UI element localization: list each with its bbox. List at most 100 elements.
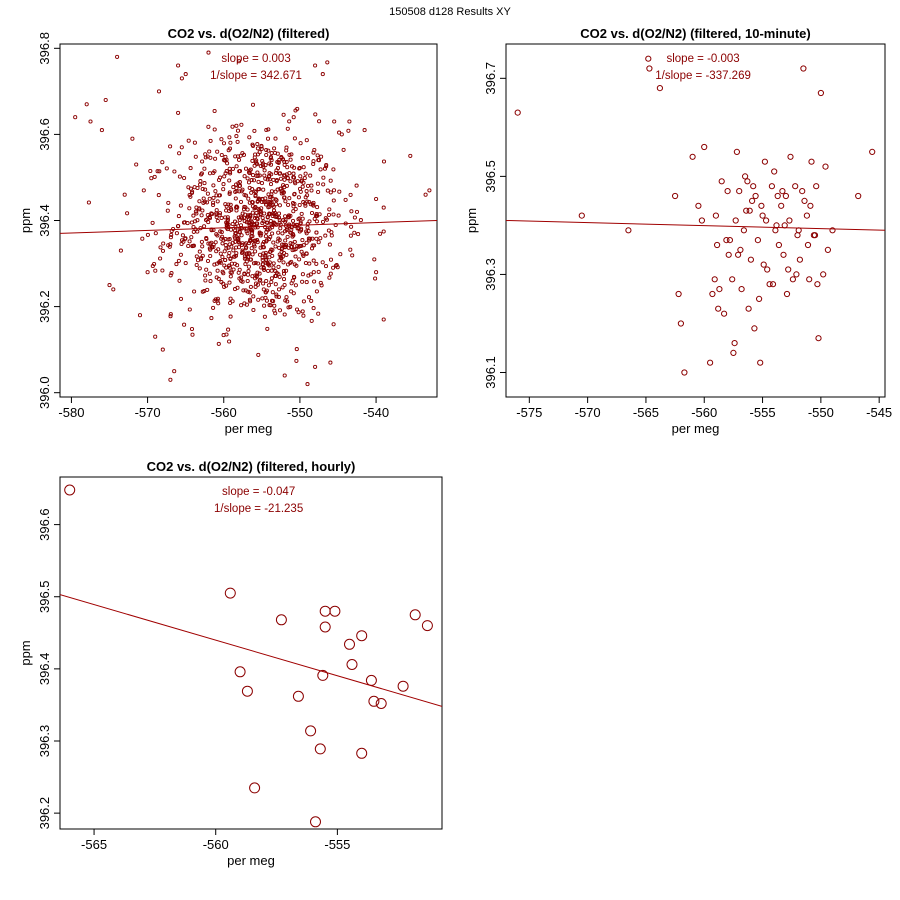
- data-point: [198, 257, 204, 262]
- data-point: [305, 183, 311, 188]
- data-point: [260, 215, 265, 220]
- data-point: [338, 252, 343, 257]
- data-point: [276, 287, 282, 292]
- data-point: [275, 159, 280, 165]
- data-point: [212, 127, 217, 132]
- data-point: [115, 54, 120, 59]
- data-point: [260, 196, 265, 201]
- data-point: [203, 217, 209, 223]
- data-point: [284, 228, 289, 233]
- data-point: [253, 194, 258, 199]
- data-point: [273, 282, 278, 287]
- data-point: [248, 257, 253, 262]
- data-point: [186, 243, 191, 249]
- data-point: [276, 211, 282, 216]
- data-point: [199, 239, 204, 244]
- data-point: [214, 208, 219, 213]
- data-point: [656, 85, 664, 92]
- x-tick-label: -540: [363, 405, 389, 420]
- data-point: [237, 229, 242, 234]
- data-point: [794, 232, 801, 239]
- data-point: [248, 299, 253, 304]
- data-point: [309, 210, 315, 216]
- data-point: [811, 232, 819, 239]
- data-point: [279, 256, 284, 261]
- data-point: [236, 245, 242, 250]
- data-point: [278, 226, 283, 231]
- data-point: [246, 196, 251, 201]
- data-point: [373, 276, 378, 281]
- data-point: [240, 250, 245, 255]
- data-point: [176, 258, 181, 263]
- data-point: [225, 161, 230, 166]
- data-point: [242, 256, 247, 261]
- data-point: [86, 200, 91, 205]
- data-point: [206, 124, 211, 129]
- data-point: [130, 136, 135, 141]
- data-point: [239, 242, 245, 248]
- data-point: [723, 237, 730, 244]
- x-tick-label: -575: [516, 405, 542, 420]
- data-point: [231, 248, 236, 253]
- data-point: [228, 274, 233, 279]
- data-point: [307, 219, 312, 224]
- data-point: [205, 191, 210, 196]
- data-point: [362, 128, 367, 133]
- data-point: [311, 258, 316, 263]
- data-point: [208, 138, 213, 143]
- data-point: [279, 191, 284, 196]
- data-point: [397, 680, 409, 692]
- data-point: [274, 292, 279, 297]
- data-point: [260, 296, 265, 301]
- data-point: [195, 185, 200, 191]
- data-point: [255, 261, 261, 266]
- data-point: [289, 259, 294, 264]
- data-point: [223, 154, 228, 159]
- data-point: [221, 238, 226, 243]
- data-point: [768, 183, 776, 190]
- data-point: [213, 156, 218, 161]
- data-point: [331, 167, 336, 172]
- data-point: [291, 274, 297, 279]
- data-point: [761, 158, 769, 165]
- data-point: [261, 239, 266, 245]
- data-point: [270, 231, 275, 236]
- data-point: [309, 246, 315, 251]
- data-point: [274, 198, 279, 203]
- data-point: [233, 253, 239, 258]
- data-point: [107, 283, 112, 288]
- data-point: [302, 176, 307, 181]
- data-point: [327, 207, 332, 212]
- data-point: [227, 169, 233, 175]
- data-point: [714, 241, 721, 249]
- data-point: [282, 195, 287, 200]
- data-point: [731, 340, 738, 347]
- data-point: [191, 229, 196, 234]
- data-point: [335, 265, 340, 270]
- data-point: [300, 272, 305, 277]
- data-point: [245, 272, 251, 277]
- data-point: [646, 65, 653, 72]
- data-point: [285, 126, 290, 131]
- data-point: [763, 217, 770, 224]
- data-point: [311, 200, 316, 205]
- data-point: [224, 587, 236, 599]
- data-point: [270, 213, 275, 219]
- data-point: [288, 157, 293, 162]
- data-point: [269, 279, 274, 285]
- data-point: [176, 63, 181, 68]
- data-point: [350, 253, 355, 258]
- data-point: [758, 202, 765, 209]
- data-point: [262, 168, 267, 173]
- data-point: [230, 240, 235, 245]
- data-point: [227, 166, 232, 171]
- data-point: [724, 188, 731, 195]
- data-point: [226, 222, 231, 227]
- data-point: [266, 199, 271, 204]
- data-point: [264, 127, 269, 133]
- data-point: [721, 310, 728, 317]
- data-point: [246, 213, 251, 218]
- data-point: [230, 166, 236, 171]
- data-point: [225, 215, 230, 220]
- data-point: [764, 266, 771, 273]
